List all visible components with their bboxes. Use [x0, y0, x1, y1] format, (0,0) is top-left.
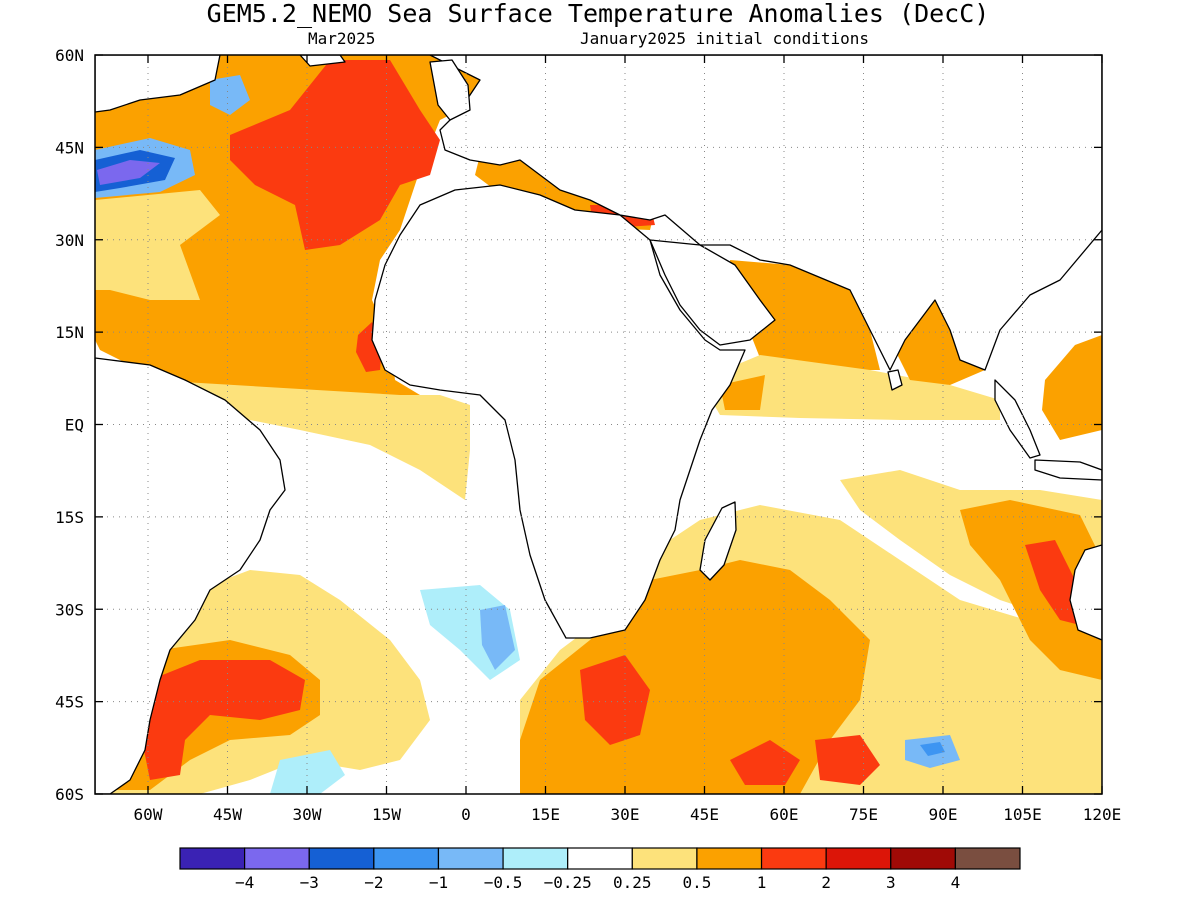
longitude-tick-label: 15E — [531, 805, 560, 824]
longitude-tick-label: 30W — [293, 805, 322, 824]
north-atlantic-weak-warm-region — [95, 190, 220, 300]
colorbar-swatch — [373, 847, 440, 870]
arabian-peninsula-coastline — [649, 239, 776, 346]
south-atlantic-cold-patch — [480, 605, 515, 670]
latitude-tick-label: EQ — [65, 416, 84, 435]
colorbar-swatch — [179, 847, 246, 870]
longitude-tick-label: 45W — [213, 805, 242, 824]
europe-asia-coastline — [429, 55, 1102, 371]
longitude-tick-label: 0 — [461, 805, 471, 824]
newfoundland-very-cold-anomaly — [97, 160, 160, 185]
latitude-tick-label: 15N — [55, 323, 84, 342]
maritime-continent-warm-region — [1042, 335, 1102, 440]
colorbar-label: −3 — [300, 873, 319, 892]
anomaly-fields — [95, 55, 1102, 794]
south-indian-ocean-strong-warm-patch — [580, 655, 650, 745]
longitude-tick-label: 60W — [134, 805, 163, 824]
colorbar-label: 0.25 — [613, 873, 652, 892]
longitude-axis: 60W 45W 30W 15W 0 15E 30E 45E 60E 75E 90E 105E 120E — [134, 55, 1122, 824]
latitude-axis: 60N 45N 30N 15N EQ 15S 30S 45S 60S — [55, 46, 1102, 804]
madagascar-coastline — [699, 501, 737, 581]
north-atlantic-cool-patch — [210, 75, 250, 115]
colorbar-label: −4 — [235, 873, 254, 892]
colorbar-swatch — [954, 847, 1021, 870]
north-indian-ocean-warm-patch — [720, 375, 765, 410]
greenland-coastline — [95, 55, 221, 113]
colorbar-label: −0.25 — [544, 873, 592, 892]
latitude-tick-label: 45S — [55, 693, 84, 712]
sumatra-coastline — [994, 379, 1041, 459]
southern-indian-ocean-strong-warm-patch — [730, 740, 800, 785]
forecast-month-label: Mar2025 — [308, 29, 375, 48]
land-masses — [95, 55, 1102, 794]
borneo-java-coastline — [1034, 459, 1102, 481]
figure-title: GEM5.2_NEMO Sea Surface Temperature Anom… — [207, 0, 990, 28]
colorbar-label: 1 — [757, 873, 767, 892]
northern-indian-ocean-weak-warm-band — [700, 355, 1000, 420]
south-indian-ocean-cold-spot — [920, 742, 945, 756]
latitude-tick-label: 30S — [55, 600, 84, 619]
initial-conditions-label: January2025 initial conditions — [580, 29, 869, 48]
colorbar-swatch — [696, 847, 763, 870]
sri-lanka-coastline — [887, 369, 903, 391]
longitude-tick-label: 15W — [372, 805, 401, 824]
colorbar-label: −2 — [364, 873, 383, 892]
western-australia-strong-warm-patch — [1025, 540, 1080, 625]
south-atlantic-strong-warm-patch — [140, 660, 305, 780]
longitude-tick-label: 105E — [1003, 805, 1042, 824]
colorbar-swatch — [502, 847, 569, 870]
latitude-tick-label: 15S — [55, 508, 84, 527]
colorbar-label: 2 — [821, 873, 831, 892]
longitude-tick-label: 30E — [611, 805, 640, 824]
colorbar-label: 3 — [886, 873, 896, 892]
southern-ocean-cool-patch — [270, 750, 345, 794]
colorbar-label: 4 — [951, 873, 961, 892]
southeast-indian-ocean-warm-region — [960, 500, 1102, 680]
north-atlantic-strong-warm-region — [230, 60, 440, 250]
longitude-tick-label: 60E — [770, 805, 799, 824]
map-panel — [95, 55, 1102, 794]
longitude-tick-label: 75E — [849, 805, 878, 824]
southern-ocean-strong-warm-patch — [815, 735, 880, 785]
colorbar-swatch — [437, 847, 504, 870]
latitude-tick-label: 45N — [55, 138, 84, 157]
colorbar-label: −0.5 — [484, 873, 523, 892]
colorbar-label: −1 — [429, 873, 448, 892]
colorbar-swatch — [567, 847, 633, 870]
colorbar-swatch — [308, 847, 375, 870]
color-scale-legend: −4 −3 −2 −1 −0.5 −0.25 0.25 0.5 1 2 3 4 — [179, 847, 1021, 892]
australia-coastline — [1069, 544, 1102, 641]
longitude-tick-label: 90E — [929, 805, 958, 824]
longitude-tick-label: 45E — [690, 805, 719, 824]
british-isles-coastline — [429, 59, 471, 121]
colorbar-swatch — [244, 847, 310, 870]
longitude-tick-label: 120E — [1083, 805, 1122, 824]
latitude-tick-label: 30N — [55, 231, 84, 250]
colorbar-swatch — [631, 847, 698, 870]
colorbar-swatch — [890, 847, 956, 870]
colorbar-swatch — [760, 847, 827, 870]
south-america-coastline — [95, 357, 286, 794]
latitude-tick-label: 60N — [55, 46, 84, 65]
colorbar-label: 0.5 — [682, 873, 711, 892]
latitude-tick-label: 60S — [55, 785, 84, 804]
colorbar-swatch — [825, 847, 892, 870]
